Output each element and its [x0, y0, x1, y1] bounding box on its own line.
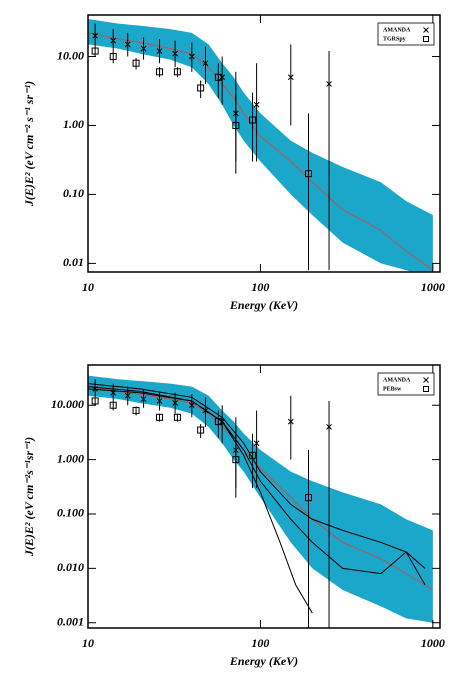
x-tick-label: 10: [82, 280, 94, 294]
data-point: [156, 398, 163, 404]
legend-label: AMANDA: [383, 377, 411, 383]
data-point: [197, 84, 205, 92]
data-point: [156, 413, 164, 421]
y-axis-label: J(E)E² (eV cm⁻² s⁻¹ sr⁻¹): [22, 81, 36, 207]
y-tick-label: 0.10: [63, 186, 84, 200]
data-point: [253, 101, 260, 108]
model-line: [88, 388, 426, 585]
data-point: [132, 407, 140, 415]
data-point: [110, 37, 117, 44]
uncertainty-band: [88, 18, 433, 272]
data-point: [172, 400, 178, 406]
legend-marker: [423, 36, 429, 42]
y-axis-label: J(E)E² (eV cm⁻²s⁻¹sr⁻¹): [22, 437, 36, 557]
x-tick-label: 10: [82, 636, 94, 650]
legend-marker: [423, 386, 429, 392]
legend-label: AMANDA: [383, 27, 411, 33]
x-tick-label: 100: [251, 280, 269, 294]
uncertainty-band: [88, 375, 433, 623]
y-tick-label: 0.010: [57, 560, 84, 574]
model-line: [88, 383, 426, 569]
data-point: [219, 418, 226, 425]
legend-label: TGRSpy: [383, 36, 406, 42]
y-tick-label: 0.100: [57, 506, 84, 520]
legend-label: PEBsw: [383, 386, 402, 392]
data-point: [173, 413, 181, 421]
y-tick-label: 10.00: [57, 48, 84, 62]
x-tick-label: 1000: [421, 280, 445, 294]
data-point: [140, 45, 147, 52]
data-point: [214, 73, 222, 81]
x-tick-label: 100: [251, 636, 269, 650]
data-point: [173, 68, 181, 76]
axes-frame: [87, 364, 441, 629]
y-tick-label: 0.001: [57, 614, 84, 628]
data-point: [188, 402, 195, 409]
data-point: [92, 32, 98, 39]
data-point: [232, 121, 240, 129]
data-point: [326, 424, 332, 430]
data-point: [124, 41, 131, 48]
x-axis-label: Energy (KeV): [229, 654, 298, 668]
y-tick-label: 10.000: [51, 397, 84, 411]
data-point: [326, 81, 332, 87]
y-tick-label: 1.00: [63, 117, 84, 131]
plot-area: [88, 375, 434, 628]
data-point: [109, 53, 117, 61]
data-point: [140, 396, 147, 402]
data-point: [197, 426, 205, 434]
data-point: [132, 59, 140, 67]
data-point: [202, 60, 209, 67]
data-point: [156, 48, 163, 54]
data-point: [91, 47, 99, 55]
data-point: [249, 451, 257, 459]
y-tick-label: 0.01: [63, 255, 84, 269]
data-point: [124, 392, 131, 399]
data-point: [109, 401, 117, 409]
plot-area: [88, 18, 434, 272]
model-line: [88, 32, 434, 271]
x-tick-label: 1000: [421, 636, 445, 650]
data-point: [156, 68, 164, 76]
legend-marker: [423, 27, 429, 33]
data-point: [202, 407, 209, 414]
chart: 10 100 1000 10.000 1.000 0.100 0.010 0.001 Energ…: [22, 364, 445, 668]
data-point: [304, 494, 312, 502]
y-tick-label: 1.000: [57, 451, 84, 465]
data-point: [172, 50, 178, 57]
data-point: [232, 456, 240, 464]
data-point: [287, 74, 294, 81]
chart: 10 100 1000 10.00 1.00 0.10 0.01 Energy (KeV) J(…: [22, 14, 445, 312]
data-point: [91, 397, 99, 405]
legend-marker: [423, 377, 429, 383]
data-point: [253, 440, 260, 447]
legend-box: [377, 372, 435, 396]
data-point: [110, 389, 117, 396]
data-point: [92, 386, 98, 392]
x-axis-label: Energy (KeV): [229, 298, 298, 312]
data-point: [214, 418, 222, 426]
legend-box: [377, 22, 435, 46]
data-point: [219, 74, 226, 81]
data-point: [287, 418, 294, 425]
data-point: [188, 53, 195, 60]
model-line: [88, 386, 313, 614]
axes-frame: [87, 14, 441, 273]
data-point: [304, 170, 312, 178]
data-point: [249, 116, 257, 124]
